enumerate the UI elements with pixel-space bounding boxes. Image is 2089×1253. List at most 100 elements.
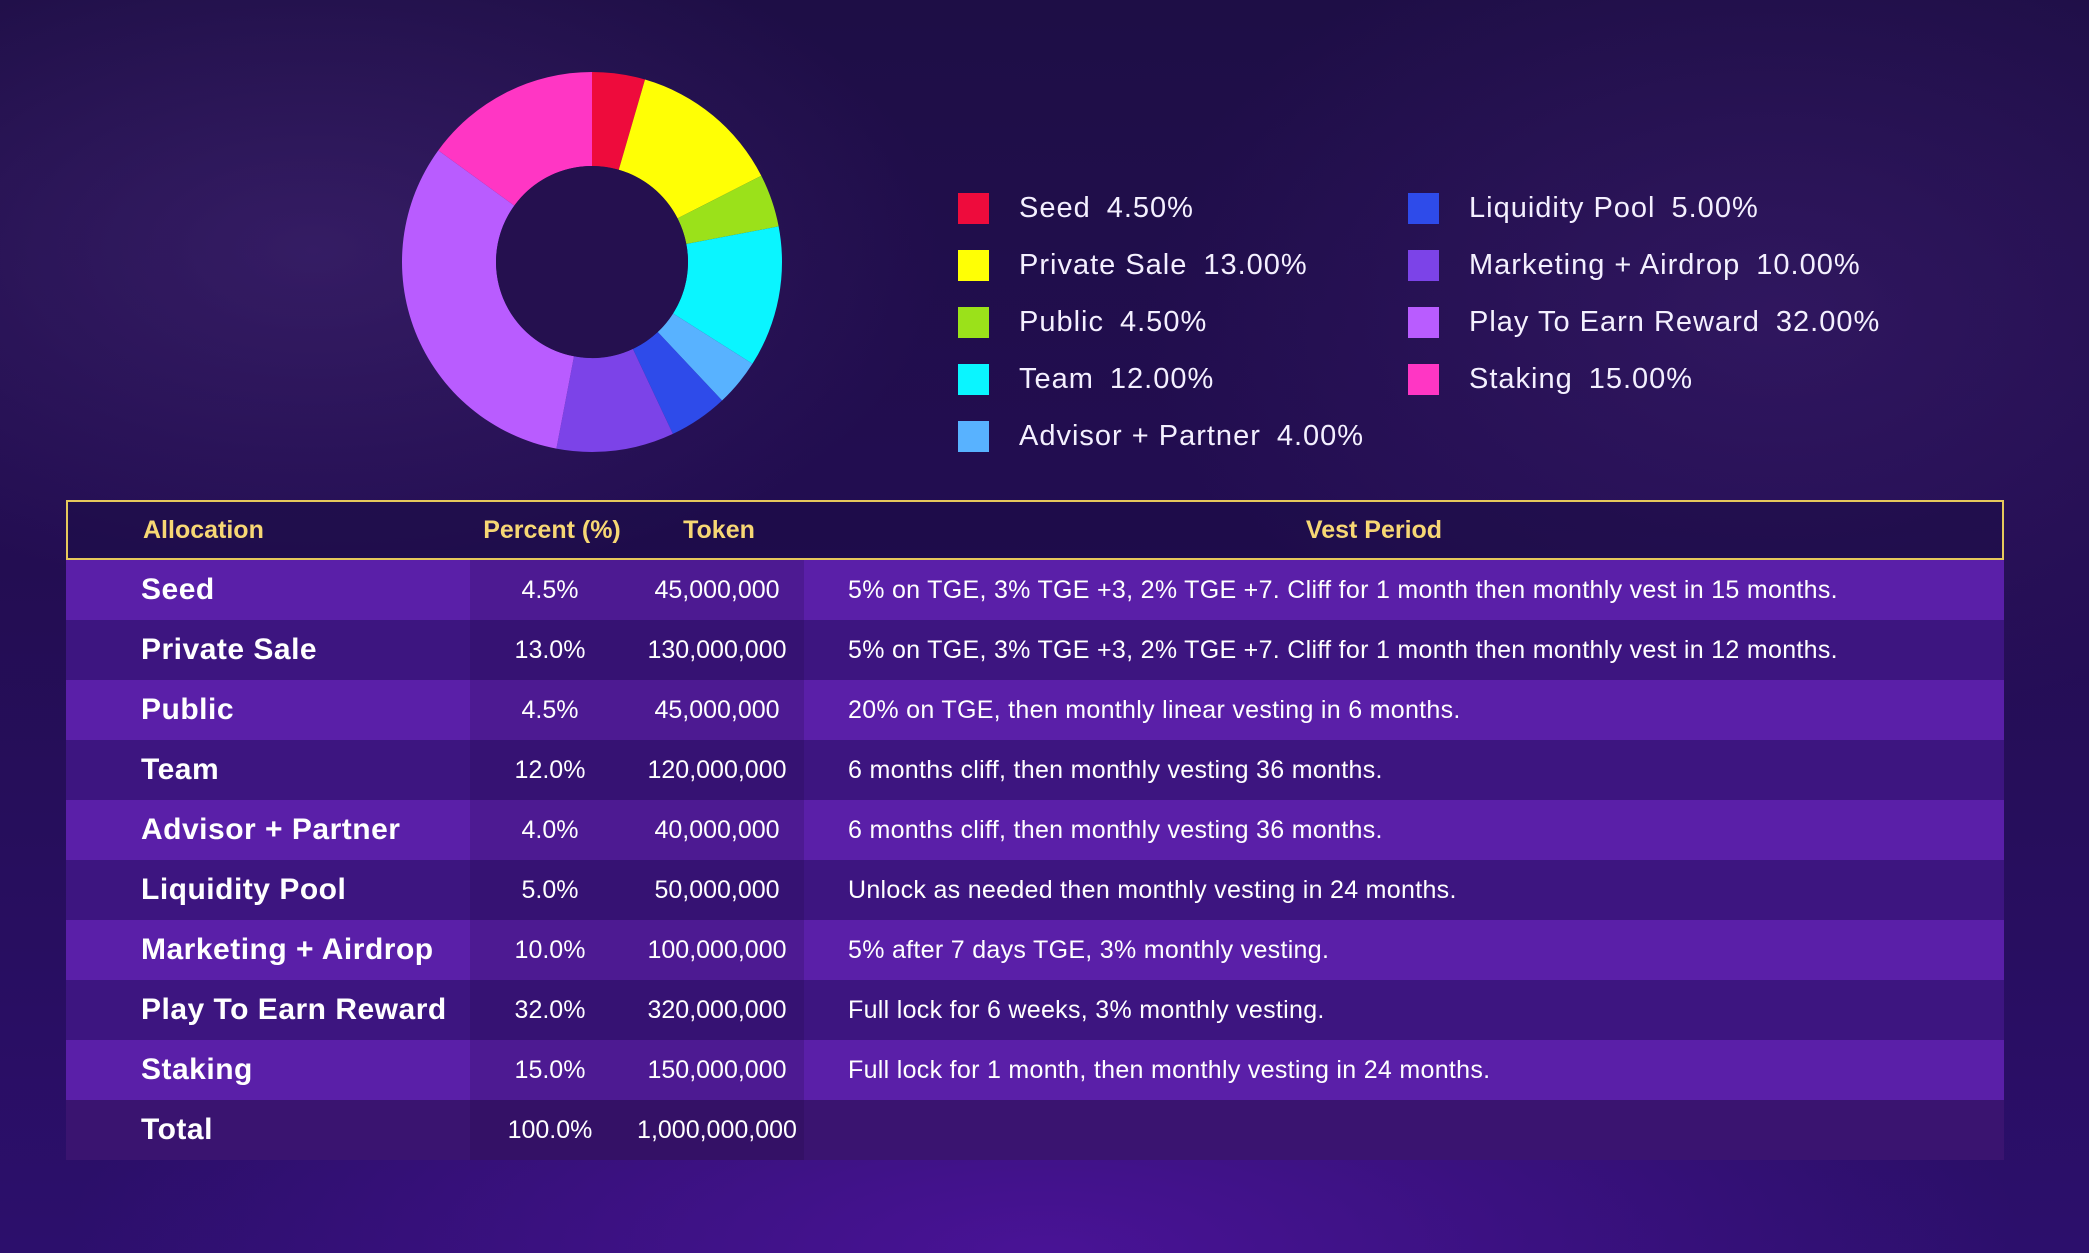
vest-period-cell-wrap: 6 months cliff, then monthly vesting 36 … (804, 740, 2004, 800)
allocation-cell-wrap: Liquidity Pool (66, 860, 470, 920)
donut-slice-liquidity-pool (632, 331, 723, 434)
allocation-cell-wrap: Marketing + Airdrop (66, 920, 470, 980)
vest-period-cell: 6 months cliff, then monthly vesting 36 … (848, 755, 1383, 784)
percent-cell: 4.0% (521, 815, 579, 844)
token-cell: 50,000,000 (654, 875, 780, 904)
legend-swatch (1408, 307, 1439, 338)
vest-period-cell-wrap: Full lock for 1 month, then monthly vest… (804, 1040, 2004, 1100)
legend-label: Staking (1469, 363, 1573, 395)
legend-label: Public (1019, 306, 1104, 338)
table-row: Team 12.0% 120,000,000 6 months cliff, then… (66, 740, 2004, 800)
table-row: Staking 15.0% 150,000,000 Full lock for 1 m… (66, 1040, 2004, 1100)
allocation-cell-wrap: Advisor + Partner (66, 800, 470, 860)
vest-period-cell: 5% after 7 days TGE, 3% monthly vesting. (848, 935, 1330, 964)
allocation-cell: Seed (141, 573, 215, 606)
token-cell: 130,000,000 (647, 635, 787, 664)
table-header: Allocation Percent (%) Token Vest Period (66, 500, 2004, 560)
percent-cell: 100.0% (507, 1115, 593, 1144)
legend-item: Team 12.00% (958, 351, 1364, 408)
percent-cell-wrap: 4.0% (470, 800, 630, 860)
percent-cell-wrap: 15.0% (470, 1040, 630, 1100)
vest-period-cell-wrap (804, 1100, 2004, 1160)
vest-period-cell: 5% on TGE, 3% TGE +3, 2% TGE +7. Cliff f… (848, 575, 1838, 604)
token-cell: 45,000,000 (654, 575, 780, 604)
percent-cell: 32.0% (514, 995, 586, 1024)
token-cell-wrap: 1,000,000,000 (630, 1100, 804, 1160)
percent-cell: 10.0% (514, 935, 586, 964)
legend-column-1: Seed 4.50% Private Sale 13.00% Public 4.50% Te… (958, 180, 1364, 465)
legend-label: Advisor + Partner (1019, 420, 1261, 452)
token-cell: 150,000,000 (647, 1055, 787, 1084)
legend-percent: 15.00% (1588, 363, 1694, 395)
legend-item: Marketing + Airdrop 10.00% (1408, 237, 1880, 294)
donut-slice-public (677, 175, 779, 245)
vest-period-cell-wrap: Unlock as needed then monthly vesting in… (804, 860, 2004, 920)
allocation-cell-wrap: Private Sale (66, 620, 470, 680)
percent-cell: 15.0% (514, 1055, 586, 1084)
donut-hole (496, 166, 688, 358)
legend-swatch (958, 193, 989, 224)
legend-percent: 5.00% (1671, 192, 1759, 224)
legend-swatch (958, 364, 989, 395)
donut-slice-private-sale (618, 79, 762, 219)
percent-cell-wrap: 100.0% (470, 1100, 630, 1160)
table-total-row: Total 100.0% 1,000,000,000 (66, 1100, 2004, 1160)
allocation-cell: Play To Earn Reward (141, 993, 447, 1026)
header-token: Token (683, 515, 755, 544)
legend-column-2: Liquidity Pool 5.00% Marketing + Airdrop 10… (1408, 180, 1880, 408)
percent-cell: 13.0% (514, 635, 586, 664)
vest-period-cell-wrap: 20% on TGE, then monthly linear vesting … (804, 680, 2004, 740)
token-cell-wrap: 130,000,000 (630, 620, 804, 680)
vest-period-cell-wrap: 5% on TGE, 3% TGE +3, 2% TGE +7. Cliff f… (804, 560, 2004, 620)
vest-period-cell: 6 months cliff, then monthly vesting 36 … (848, 815, 1383, 844)
legend-percent: 10.00% (1756, 249, 1861, 281)
legend-swatch (958, 307, 989, 338)
vest-period-cell: Full lock for 1 month, then monthly vest… (848, 1055, 1491, 1084)
token-cell: 40,000,000 (654, 815, 780, 844)
header-percent: Percent (%) (483, 515, 621, 544)
allocation-cell-wrap: Staking (66, 1040, 470, 1100)
legend-item: Liquidity Pool 5.00% (1408, 180, 1880, 237)
token-cell: 320,000,000 (647, 995, 787, 1024)
allocation-cell: Team (141, 753, 220, 786)
table-row: Play To Earn Reward 32.0% 320,000,000 Full … (66, 980, 2004, 1040)
donut-slice-team (673, 226, 782, 364)
allocation-cell: Marketing + Airdrop (141, 933, 434, 966)
percent-cell-wrap: 10.0% (470, 920, 630, 980)
legend-item: Private Sale 13.00% (958, 237, 1364, 294)
percent-cell: 12.0% (514, 755, 586, 784)
table-row: Private Sale 13.0% 130,000,000 5% on TGE, 3… (66, 620, 2004, 680)
vest-period-cell-wrap: 6 months cliff, then monthly vesting 36 … (804, 800, 2004, 860)
percent-cell-wrap: 4.5% (470, 680, 630, 740)
token-cell: 100,000,000 (647, 935, 787, 964)
allocation-cell: Advisor + Partner (141, 813, 401, 846)
allocation-cell: Public (141, 693, 235, 726)
token-cell: 120,000,000 (647, 755, 787, 784)
percent-cell: 4.5% (521, 575, 579, 604)
vest-period-cell: 5% on TGE, 3% TGE +3, 2% TGE +7. Cliff f… (848, 635, 1838, 664)
token-cell-wrap: 45,000,000 (630, 560, 804, 620)
token-cell-wrap: 45,000,000 (630, 680, 804, 740)
token-cell-wrap: 40,000,000 (630, 800, 804, 860)
token-cell-wrap: 100,000,000 (630, 920, 804, 980)
percent-cell-wrap: 4.5% (470, 560, 630, 620)
donut-slice-play-to-earn-reward (401, 150, 575, 449)
legend-label: Play To Earn Reward (1469, 306, 1760, 338)
token-cell: 1,000,000,000 (637, 1115, 797, 1144)
vest-period-cell: Unlock as needed then monthly vesting in… (848, 875, 1457, 904)
legend-percent: 13.00% (1203, 249, 1308, 281)
legend-label: Private Sale (1019, 249, 1188, 281)
header-vest-period: Vest Period (1305, 515, 1443, 544)
legend-label: Liquidity Pool (1469, 192, 1656, 224)
legend-percent: 12.00% (1109, 363, 1215, 395)
percent-cell: 5.0% (521, 875, 579, 904)
token-cell-wrap: 150,000,000 (630, 1040, 804, 1100)
donut-slice-staking (438, 71, 592, 206)
legend-item: Advisor + Partner 4.00% (958, 408, 1364, 465)
token-cell-wrap: 320,000,000 (630, 980, 804, 1040)
legend-item: Seed 4.50% (958, 180, 1364, 237)
legend-item: Staking 15.00% (1408, 351, 1880, 408)
legend-percent: 4.50% (1120, 306, 1208, 338)
vest-period-cell-wrap: Full lock for 6 weeks, 3% monthly vestin… (804, 980, 2004, 1040)
legend-percent: 32.00% (1775, 306, 1881, 338)
